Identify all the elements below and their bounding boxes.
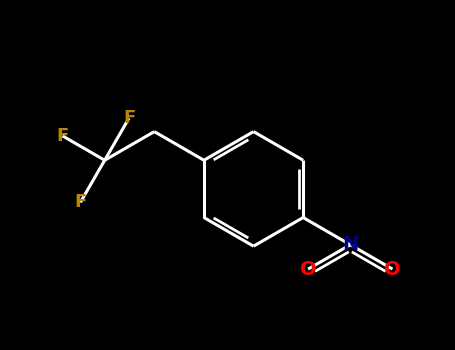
Text: O: O — [300, 260, 316, 279]
Text: O: O — [384, 260, 401, 279]
Text: F: F — [74, 194, 86, 211]
Text: N: N — [342, 235, 359, 254]
Text: F: F — [123, 109, 135, 127]
Text: F: F — [56, 127, 69, 145]
